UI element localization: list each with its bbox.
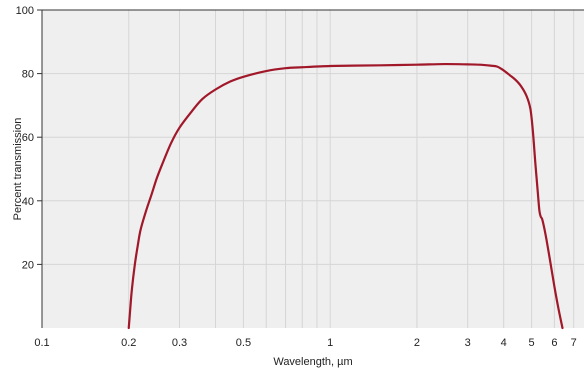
x-tick-label: 0.3 <box>172 337 187 349</box>
x-tick-label: 3 <box>465 337 471 349</box>
x-tick-label: 2 <box>414 337 420 349</box>
y-tick-label: 60 <box>22 132 34 144</box>
transmission-line <box>127 62 564 330</box>
y-tick-label: 80 <box>22 69 34 81</box>
x-tick-label: 4 <box>501 337 507 349</box>
y-tick-label: 40 <box>22 196 34 208</box>
plot-area <box>42 10 584 328</box>
series-layer <box>127 62 564 330</box>
x-axis-title: Wavelength, µm <box>273 356 352 368</box>
y-axis-title: Percent transmission <box>12 118 24 221</box>
x-tick-label: 7 <box>571 337 577 349</box>
x-tick-label: 5 <box>529 337 535 349</box>
x-tick-label: 6 <box>551 337 557 349</box>
grid <box>42 10 584 328</box>
x-tick-label: 1 <box>327 337 333 349</box>
x-tick-label: 0.2 <box>121 337 136 349</box>
y-tick-label: 20 <box>22 259 34 271</box>
x-tick-label: 0.5 <box>236 337 251 349</box>
tick-labels: 20 40 60 80 100 0.1 0.2 0.3 0.5 1 2 3 4 5 6 7 <box>16 5 577 349</box>
x-tick-label: 0.1 <box>34 337 49 349</box>
y-tick-label: 100 <box>16 5 34 17</box>
axes <box>37 9 584 328</box>
